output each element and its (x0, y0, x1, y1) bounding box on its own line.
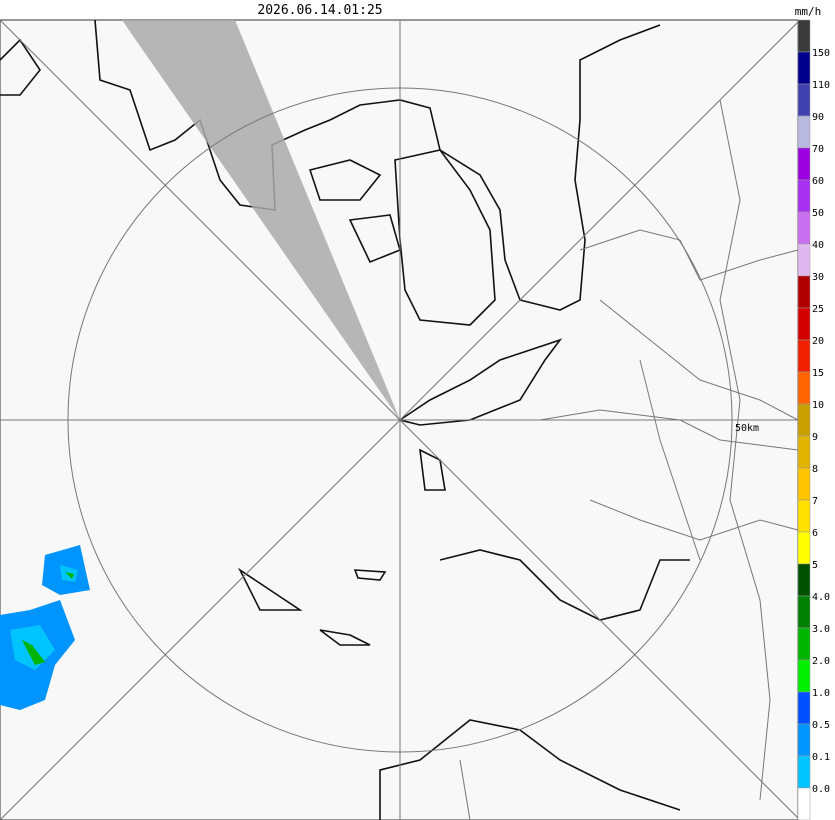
coastline (94, 19, 661, 311)
legend-label: 8 (812, 464, 818, 475)
legend: 150 110 90 70 60 50 40 30 25 20 15 10 9 8 7 6 5 4.0 3.0 2.0… (797, 19, 830, 820)
legend-swatch (797, 211, 811, 245)
legend-label: 0.1 (812, 752, 830, 763)
legend-swatch (797, 627, 811, 661)
coastline (379, 719, 681, 820)
legend-label: 2.0 (812, 656, 830, 667)
legend-swatch (797, 691, 811, 725)
legend-swatch (797, 179, 811, 213)
legend-swatch (797, 467, 811, 501)
legend-swatch (797, 563, 811, 597)
axis-line (0, 19, 799, 819)
boundary (719, 99, 771, 801)
range-rings (0, 19, 799, 820)
legend-swatch (797, 275, 811, 309)
legend-label: 0.0 (812, 784, 830, 795)
legend-swatch (797, 83, 811, 117)
legend-label: 9 (812, 432, 818, 443)
coastline (237, 567, 303, 611)
legend-swatch (797, 499, 811, 533)
coastline (394, 149, 496, 326)
coastline (419, 448, 446, 491)
boundary (599, 299, 799, 421)
legend-swatch (797, 371, 811, 405)
legend-swatch (797, 659, 811, 693)
legend-unit: mm/h (795, 5, 822, 18)
legend-label: 20 (812, 336, 824, 347)
legend-swatch (797, 595, 811, 629)
legend-label: 50 (812, 208, 824, 219)
legend-label: 70 (812, 144, 824, 155)
legend-label: 10 (812, 400, 824, 411)
legend-label: 60 (812, 176, 824, 187)
legend-swatch (797, 723, 811, 757)
legend-swatch (797, 115, 811, 149)
legend-swatch (797, 51, 811, 85)
legend-label: 7 (812, 496, 818, 507)
legend-swatch (797, 19, 811, 53)
legend-label: 3.0 (812, 624, 830, 635)
legend-label: 1.0 (812, 688, 830, 699)
legend-label: 150 (812, 48, 830, 59)
legend-label: 15 (812, 368, 824, 379)
axis-line (0, 21, 799, 820)
legend-swatch (797, 307, 811, 341)
echo (65, 572, 74, 579)
legend-label: 110 (812, 80, 830, 91)
legend-label: 25 (812, 304, 824, 315)
coastline (398, 338, 563, 426)
legend-label: 30 (812, 272, 824, 283)
legend-swatch (797, 435, 811, 469)
legend-label: 40 (812, 240, 824, 251)
coastline (353, 569, 387, 581)
legend-swatch (797, 787, 811, 820)
coastline (319, 629, 371, 646)
legend-swatch (797, 339, 811, 373)
legend-label: 5 (812, 560, 818, 571)
legend-label: 4.0 (812, 592, 830, 603)
legend-swatch (797, 531, 811, 565)
legend-label: 0.5 (812, 720, 830, 731)
legend-swatch (797, 403, 811, 437)
legend-swatch (797, 243, 811, 277)
range-label: 50km (735, 423, 759, 434)
boundary (639, 359, 701, 561)
echo (22, 640, 45, 665)
legend-label: 90 (812, 112, 824, 123)
boundary (459, 759, 471, 820)
coastline (0, 38, 41, 96)
legend-swatch (797, 147, 811, 181)
boundary (579, 229, 799, 281)
boundary (589, 499, 799, 541)
blocked-sector (122, 20, 400, 420)
timestamp: 2026.06.14.01:25 (257, 3, 382, 18)
rain-echoes (0, 545, 90, 710)
coastline (439, 549, 690, 621)
legend-label: 6 (812, 528, 818, 539)
legend-swatch (797, 755, 811, 789)
coastline (308, 159, 382, 201)
